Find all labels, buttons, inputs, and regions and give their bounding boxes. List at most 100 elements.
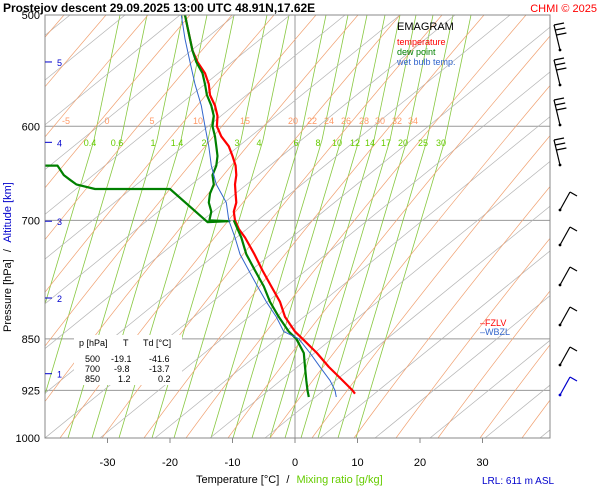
mixing-ratio-line — [373, 15, 401, 141]
mixing-ratio-label: 6 — [293, 138, 298, 148]
table-row-850-t: 1.2 — [118, 374, 131, 384]
wind-barb-staff — [559, 346, 571, 366]
dry-adiabat-line — [539, 429, 550, 438]
altitude-tick-label: 1 — [57, 370, 62, 380]
wind-barb-feather — [553, 22, 565, 26]
mixing-ratio-line — [151, 139, 242, 438]
temperature-tick-label: 10 — [351, 457, 363, 469]
isotherm-label: 15 — [240, 116, 250, 126]
pressure-tick-label: 850 — [22, 334, 40, 346]
table-row-700-td: -13.7 — [149, 364, 170, 374]
pressure-tick-label: 1000 — [16, 433, 40, 445]
x-axis-title: Temperature [°C] / Mixing ratio [g/kg] — [196, 474, 383, 486]
mixing-ratio-line — [93, 15, 121, 141]
moist-adiabat-line — [45, 15, 317, 347]
dry-adiabat-line — [374, 295, 550, 438]
moist-adiabat-line — [59, 15, 401, 438]
moist-adiabat-line — [45, 15, 149, 138]
plot-frame — [44, 14, 551, 439]
series-dew-point-lower — [232, 219, 310, 398]
temperature-tick-label: -10 — [225, 457, 241, 469]
mixing-ratio-line — [269, 139, 360, 438]
dry-adiabat-line — [154, 116, 550, 438]
moist-adiabat-line — [143, 15, 485, 438]
wind-barb-dot — [558, 393, 562, 397]
moist-adiabat-line — [395, 237, 550, 438]
mixing-ratio-label: 1.4 — [171, 138, 184, 148]
mixing-ratio-line — [406, 15, 434, 141]
x-axis-separator: / — [286, 474, 290, 486]
x-axis-mixing-label: Mixing ratio [g/kg] — [296, 474, 382, 486]
wind-barb-staff — [553, 24, 561, 51]
temperature-tick-label: 20 — [414, 457, 426, 469]
isotherm-label: 24 — [324, 116, 334, 126]
moist-adiabat-line — [437, 290, 550, 438]
legend: EMAGRAM temperature dew point wet bulb t… — [396, 21, 456, 67]
wind-barb-feather — [556, 67, 567, 71]
mixing-ratio-label: 1 — [150, 138, 155, 148]
wind-barb — [558, 346, 578, 367]
mixing-ratio-label: 20 — [398, 138, 408, 148]
dry-adiabat-line — [45, 15, 236, 171]
table-row-850-td: 0.2 — [158, 374, 171, 384]
wind-barb — [553, 97, 567, 127]
mixing-ratio-line — [232, 139, 323, 438]
wind-barb-staff — [559, 266, 571, 286]
mixing-ratio-line — [317, 139, 408, 438]
wind-barb — [553, 57, 567, 87]
mixing-ratio-line — [340, 15, 368, 141]
mixing-ratio-line — [118, 139, 209, 438]
mixing-ratio-line — [173, 139, 264, 438]
x-axis-temperature-label: Temperature [°C] — [196, 474, 279, 486]
wind-barb-feather — [569, 306, 578, 312]
mixing-ratio-line — [120, 15, 148, 141]
temperature-tick-label: 30 — [476, 457, 488, 469]
wind-barb-staff — [553, 99, 561, 126]
fzlv-label: –FZLV — [480, 318, 506, 328]
isotherm-label: -5 — [62, 116, 70, 126]
mixing-ratio-line — [240, 15, 268, 141]
dry-adiabat-line — [99, 71, 550, 438]
mixing-ratio-label: 10 — [332, 138, 342, 148]
moist-adiabat-line — [353, 186, 550, 438]
temperature-tick-label: 0 — [292, 457, 298, 469]
moist-adiabat-line — [45, 15, 107, 88]
wind-barb-feather — [569, 191, 578, 197]
mixing-ratio-label: 0.6 — [111, 138, 124, 148]
mixing-ratio-line — [284, 139, 375, 438]
data-table: p [hPa] T Td [°C] 500 -19.1 -41.6 700 -9… — [74, 335, 182, 385]
wind-barbs — [553, 22, 578, 397]
data-table-bg — [74, 335, 182, 385]
moist-adiabat-line — [45, 15, 233, 241]
moist-adiabat-line — [521, 399, 550, 438]
dry-adiabat-line — [595, 15, 600, 438]
wind-barb-feather — [555, 27, 566, 31]
wind-barb-feather — [555, 102, 566, 106]
table-header-t: T — [123, 338, 129, 348]
y-axis-altitude-label: Altitude [km] — [2, 182, 14, 243]
moist-adiabat-line — [185, 15, 527, 438]
wind-barb-dot — [558, 83, 562, 87]
mixing-ratio-label: 12 — [350, 138, 360, 148]
series-dew-point — [45, 15, 231, 224]
y-axis-separator: / — [2, 248, 14, 252]
dry-adiabat-line — [45, 15, 456, 349]
mixing-ratio-line — [251, 139, 342, 438]
dry-adiabat-line — [45, 15, 181, 126]
dry-adiabat-line — [429, 339, 550, 438]
wind-barb-dot — [558, 283, 562, 287]
wind-barb — [553, 22, 567, 52]
isotherm-label: 5 — [149, 116, 154, 126]
wind-barb-staff — [559, 191, 571, 211]
legend-wetbulb: wet bulb temp. — [396, 57, 456, 67]
altitude-tick-label: 4 — [57, 138, 62, 148]
wind-barb-staff — [553, 59, 561, 86]
mixing-ratio-label: 30 — [436, 138, 446, 148]
wind-barb-dot — [558, 208, 562, 212]
wind-barb-feather — [553, 137, 565, 141]
mixing-ratio-label: 3 — [234, 138, 239, 148]
wind-barb-feather — [553, 97, 565, 101]
temperature-tick-label: -30 — [100, 457, 116, 469]
mixing-ratio-line — [300, 139, 391, 438]
